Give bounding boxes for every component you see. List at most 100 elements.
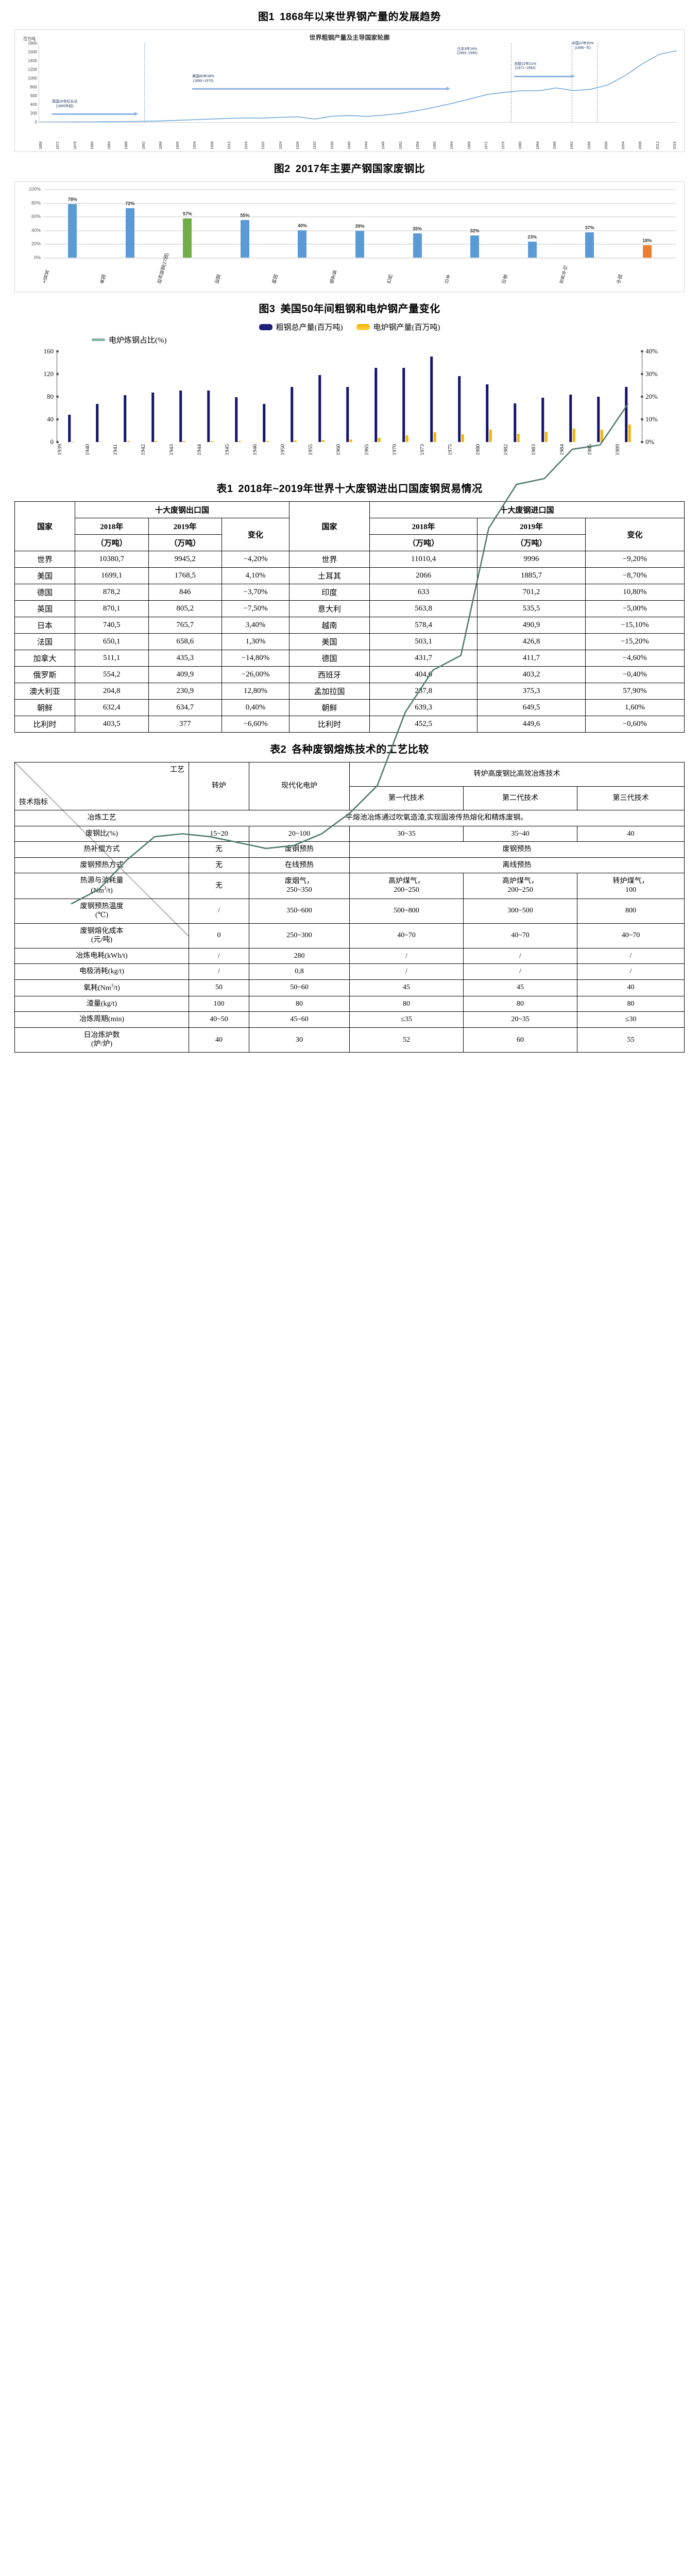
figure1-x-tick: 1876 <box>73 141 77 149</box>
figure3-bar-crude <box>457 376 461 442</box>
legend-swatch-line-icon <box>92 338 105 341</box>
figure1-x-tick: 1908 <box>210 141 214 149</box>
table-row: 澳大利亚 204,8 230,9 12,80% 孟加拉国 237,8 375,3 57,90% <box>14 683 685 700</box>
figure1-x-tick: 1916 <box>245 141 249 149</box>
figure2-gridline <box>44 216 676 218</box>
table2-cell: 350~600 <box>249 898 350 924</box>
figure3-y-tick-right: 0% <box>645 438 655 446</box>
table1-group-row: 国家 十大废钢出口国 国家 十大废钢进口国 <box>14 501 685 551</box>
table1-cell-export: −14,80% <box>221 650 289 667</box>
figure3-x-tick: 1989 <box>614 444 621 455</box>
table1-cell-import: 578,4 <box>369 617 478 634</box>
table1-cell-export: 403,5 <box>75 716 149 733</box>
figure3-bar-crude <box>179 390 182 442</box>
figure3-bar-column <box>447 351 475 442</box>
table2-cell: / <box>577 947 685 964</box>
figure2-bar <box>240 219 249 258</box>
table2-cell: 40 <box>189 1027 249 1053</box>
legend-swatch-bar-icon <box>356 324 370 330</box>
table2-cell: 80 <box>577 995 685 1012</box>
figure3-bar-crude <box>151 393 155 442</box>
table2-row-label: 氧耗(Nm3/t) <box>14 979 189 996</box>
table1-year-row: 2018年 2019年 变化 2018年 2019年 变化 <box>15 518 685 551</box>
figure3-bar-eaf <box>238 440 242 442</box>
annotation-period: (1890年前) <box>56 104 74 108</box>
table1-cell-export: −26,00% <box>221 666 289 683</box>
table2-gen-row: 第一代技术 第二代技术 第三代技术 <box>15 786 685 810</box>
figure3-y-tick-right: 10% <box>645 415 658 423</box>
figure3-bar-eaf <box>322 439 325 442</box>
table2-cell: 40~50 <box>189 1011 249 1028</box>
figure1-plot-area: 1800 1600 1400 1200 1000 800 600 400 200 0 英国20世纪长… <box>28 41 677 125</box>
figure2-bar-value-label: 32% <box>470 228 480 234</box>
figure1-annotation: 苏联22年21% (1971~1992) <box>514 62 536 72</box>
figure1-x-tick: 1992 <box>570 141 574 149</box>
table2-corner-cell: 工艺 技术指标 <box>14 762 189 810</box>
table1-cell-export: 1,30% <box>221 633 289 650</box>
figure2-bar-value-label: 18% <box>642 238 652 244</box>
figure2-y-tick: 60% <box>31 214 41 219</box>
figure2-x-tick: 欧盟 <box>214 274 221 284</box>
table2-cell: 40 <box>577 979 685 996</box>
table1-cell-import: −0,60% <box>585 716 685 733</box>
figure3-bar-column <box>391 351 419 442</box>
figure3-x-tick: 1984 <box>558 444 565 455</box>
table1-unit-2019-import: （万吨） <box>477 534 586 551</box>
figure2-x-axis-labels: 土耳其 美国 欧洲联盟(27国) 欧盟 韩国 俄罗斯 巴西 日本 印度 世界平均 中国 <box>42 252 676 291</box>
table2-cell: 转炉煤气， 100 <box>577 873 685 899</box>
figure3-y-tick-left: 40 <box>47 415 54 423</box>
table1-cell-import: 越南 <box>288 617 370 634</box>
table2-row-label: 废钢熔化成本 (元/吨) <box>14 923 189 948</box>
figure3-y-tick-left: 160 <box>43 347 54 355</box>
figure3-bar-eaf <box>294 440 297 442</box>
figure1-annotation: 日本3年14% (1993~1995) <box>457 47 478 57</box>
figure3-bar-eaf <box>266 440 269 442</box>
table1-caption-text: 2018年~2019年世界十大废钢进出口国废钢贸易情况 <box>238 483 483 495</box>
table1-cell-import: 11010,4 <box>369 551 478 568</box>
figure3-tick-marker <box>640 440 643 444</box>
figure1-y-tick: 1400 <box>28 58 37 63</box>
figure3-bar-column <box>57 351 85 442</box>
table2-cell: 无 <box>189 857 249 873</box>
table2-group-row: 工艺 技术指标 转炉 现代化电炉 转炉高废钢比高效冶炼技术 <box>14 762 685 787</box>
figure3-share-line <box>57 351 642 936</box>
figure1-y-tick: 1600 <box>28 49 37 55</box>
table1-cell-export: −6,60% <box>221 716 289 733</box>
figure1-x-axis-labels: 1868 1872 1876 1880 1884 1888 1892 1896 1900 1904… <box>39 124 677 149</box>
table2-cell: 40~70 <box>577 923 685 948</box>
figure2-plot-area: 78% 72% 57% 55% 40% 39% 35% 32% 23% 37% 18% 100% 80… <box>29 187 676 260</box>
figure3-bar-eaf <box>211 440 213 442</box>
figure3-bar-column <box>280 351 308 442</box>
figure1-x-tick: 1944 <box>365 141 369 149</box>
figure1-caption-number: 图1 <box>258 11 275 23</box>
figure3-x-tick: 1942 <box>140 444 147 455</box>
figure3-tick-marker <box>56 372 59 376</box>
figure1-x-tick: 1924 <box>279 141 283 149</box>
figure3-chart: 160 120 80 40 0 40% 30% 20% 10% 0% 1939 1940 1941 19… <box>29 347 670 472</box>
figure3-x-tick: 1975 <box>447 444 453 455</box>
table1-head: 国家 十大废钢出口国 国家 十大废钢进口国 2018年 2019年 变化 201… <box>14 501 685 551</box>
figure1-caption: 图1 1868年以来世界钢产量的发展趋势 <box>0 8 699 23</box>
annotation-period: (1890~1970) <box>193 79 214 83</box>
figure3-bar-column <box>308 351 335 442</box>
table1-body: 世界 10380,7 9945,2 −4,20% 世界 11010,4 9996 −9,20%… <box>14 551 685 733</box>
figure3-bars <box>57 351 642 442</box>
figure3-bar-eaf <box>155 440 158 442</box>
figure3-bar-column <box>168 351 196 442</box>
table-row: 世界 10380,7 9945,2 −4,20% 世界 11010,4 9996 −9,20% <box>14 551 685 568</box>
figure3-bar-crude <box>514 403 517 442</box>
table-row: 比利时 403,5 377 −6,60% 比利时 452,5 449,6 −0,60% <box>14 716 685 733</box>
table1-group-export: 十大废钢出口国 <box>75 501 289 518</box>
figure3-x-tick: 1943 <box>168 444 175 455</box>
table2-cell: 30 <box>249 1027 350 1053</box>
table2-row-label: 冶炼工艺 <box>14 810 189 826</box>
figure1-annotation: 英国20世纪长达 (1890年前) <box>52 100 78 109</box>
figure3-y-tick-left: 120 <box>43 370 54 378</box>
table1-unit-row: （万吨） （万吨） （万吨） （万吨） <box>15 534 685 551</box>
table2-caption: 表2 各种废钢熔炼技术的工艺比较 <box>0 741 699 756</box>
figure2-gridline <box>44 202 676 204</box>
table1-cell-import: 535,5 <box>477 600 586 617</box>
figure2-x-tick: 中国 <box>616 274 624 284</box>
table-row: 英国 870,1 805,2 −7,50% 意大利 563,8 535,5 −5,00% <box>14 600 685 617</box>
figure1-x-tick: 2012 <box>656 141 660 149</box>
